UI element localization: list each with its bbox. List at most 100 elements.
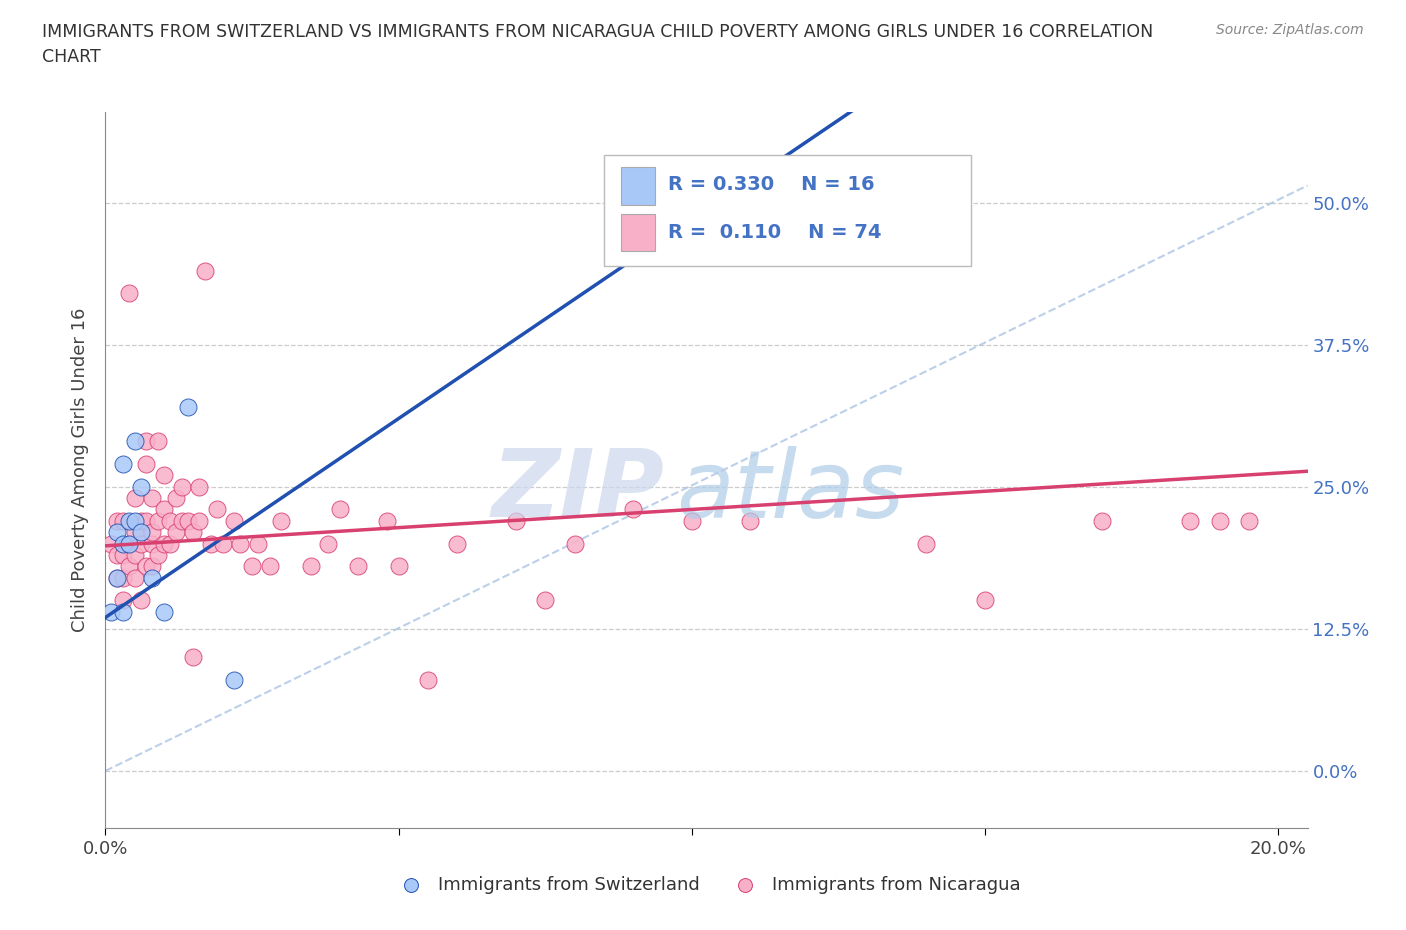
Point bbox=[112, 548, 135, 563]
Point bbox=[112, 570, 135, 585]
Point bbox=[129, 479, 152, 494]
Point bbox=[329, 502, 352, 517]
Point bbox=[165, 491, 187, 506]
Text: R =  0.110    N = 74: R = 0.110 N = 74 bbox=[668, 223, 882, 242]
Point bbox=[153, 604, 176, 619]
Point bbox=[224, 672, 246, 687]
Point bbox=[129, 536, 152, 551]
Point bbox=[112, 513, 135, 528]
Point bbox=[211, 536, 233, 551]
Point bbox=[188, 479, 211, 494]
Point bbox=[118, 536, 141, 551]
Text: ZIP: ZIP bbox=[492, 445, 665, 538]
Point bbox=[135, 433, 157, 448]
Point bbox=[346, 559, 368, 574]
Point bbox=[915, 536, 938, 551]
Point bbox=[148, 548, 170, 563]
Point bbox=[200, 536, 222, 551]
Point bbox=[159, 536, 181, 551]
Point bbox=[148, 433, 170, 448]
Point bbox=[112, 536, 135, 551]
Point bbox=[105, 548, 128, 563]
Text: CHART: CHART bbox=[42, 48, 101, 66]
Point bbox=[316, 536, 339, 551]
Point bbox=[375, 513, 398, 528]
Point bbox=[165, 525, 187, 539]
Point bbox=[112, 604, 135, 619]
Bar bbox=[621, 214, 655, 251]
Point bbox=[124, 548, 146, 563]
Point bbox=[100, 604, 122, 619]
Point bbox=[105, 570, 128, 585]
Point bbox=[159, 513, 181, 528]
Point bbox=[1237, 513, 1260, 528]
Point bbox=[129, 513, 152, 528]
Point bbox=[183, 650, 205, 665]
Point bbox=[124, 433, 146, 448]
Point bbox=[205, 502, 228, 517]
Point bbox=[1180, 513, 1202, 528]
Point bbox=[259, 559, 281, 574]
Point bbox=[148, 513, 170, 528]
Point bbox=[240, 559, 263, 574]
Bar bbox=[621, 167, 655, 205]
Point bbox=[270, 513, 292, 528]
Point bbox=[118, 559, 141, 574]
Y-axis label: Child Poverty Among Girls Under 16: Child Poverty Among Girls Under 16 bbox=[72, 308, 90, 631]
Point bbox=[170, 479, 193, 494]
Point bbox=[124, 491, 146, 506]
Point bbox=[183, 525, 205, 539]
Point bbox=[135, 457, 157, 472]
Legend: Immigrants from Switzerland, Immigrants from Nicaragua: Immigrants from Switzerland, Immigrants … bbox=[385, 869, 1028, 901]
Point bbox=[124, 570, 146, 585]
Point bbox=[100, 536, 122, 551]
Point bbox=[153, 502, 176, 517]
Point bbox=[224, 513, 246, 528]
Point bbox=[194, 263, 217, 278]
Point bbox=[153, 536, 176, 551]
Point bbox=[1208, 513, 1230, 528]
Point bbox=[1091, 513, 1114, 528]
Point bbox=[534, 593, 557, 608]
Point bbox=[188, 513, 211, 528]
Point bbox=[105, 570, 128, 585]
Point bbox=[118, 513, 141, 528]
Point bbox=[124, 513, 146, 528]
Text: atlas: atlas bbox=[676, 445, 904, 537]
Point bbox=[129, 525, 152, 539]
Point bbox=[170, 513, 193, 528]
Point bbox=[740, 513, 762, 528]
Point bbox=[446, 536, 468, 551]
Point bbox=[153, 468, 176, 483]
Point bbox=[105, 513, 128, 528]
Point bbox=[564, 536, 586, 551]
Point bbox=[141, 525, 163, 539]
Point bbox=[621, 502, 644, 517]
Point bbox=[246, 536, 269, 551]
Text: Source: ZipAtlas.com: Source: ZipAtlas.com bbox=[1216, 23, 1364, 37]
Point bbox=[118, 286, 141, 301]
Point bbox=[388, 559, 411, 574]
Point bbox=[135, 513, 157, 528]
Point bbox=[141, 570, 163, 585]
Point bbox=[112, 593, 135, 608]
Point bbox=[299, 559, 322, 574]
Point bbox=[681, 513, 703, 528]
Point bbox=[141, 559, 163, 574]
Point bbox=[974, 593, 997, 608]
Point bbox=[176, 513, 198, 528]
FancyBboxPatch shape bbox=[605, 154, 972, 266]
Point bbox=[141, 536, 163, 551]
Point bbox=[229, 536, 252, 551]
Point bbox=[118, 536, 141, 551]
Point bbox=[176, 400, 198, 415]
Point bbox=[124, 525, 146, 539]
Point bbox=[141, 491, 163, 506]
Point bbox=[129, 593, 152, 608]
Point bbox=[105, 525, 128, 539]
Point bbox=[505, 513, 527, 528]
Point bbox=[118, 536, 141, 551]
Point bbox=[112, 457, 135, 472]
Point bbox=[416, 672, 439, 687]
Point bbox=[135, 559, 157, 574]
